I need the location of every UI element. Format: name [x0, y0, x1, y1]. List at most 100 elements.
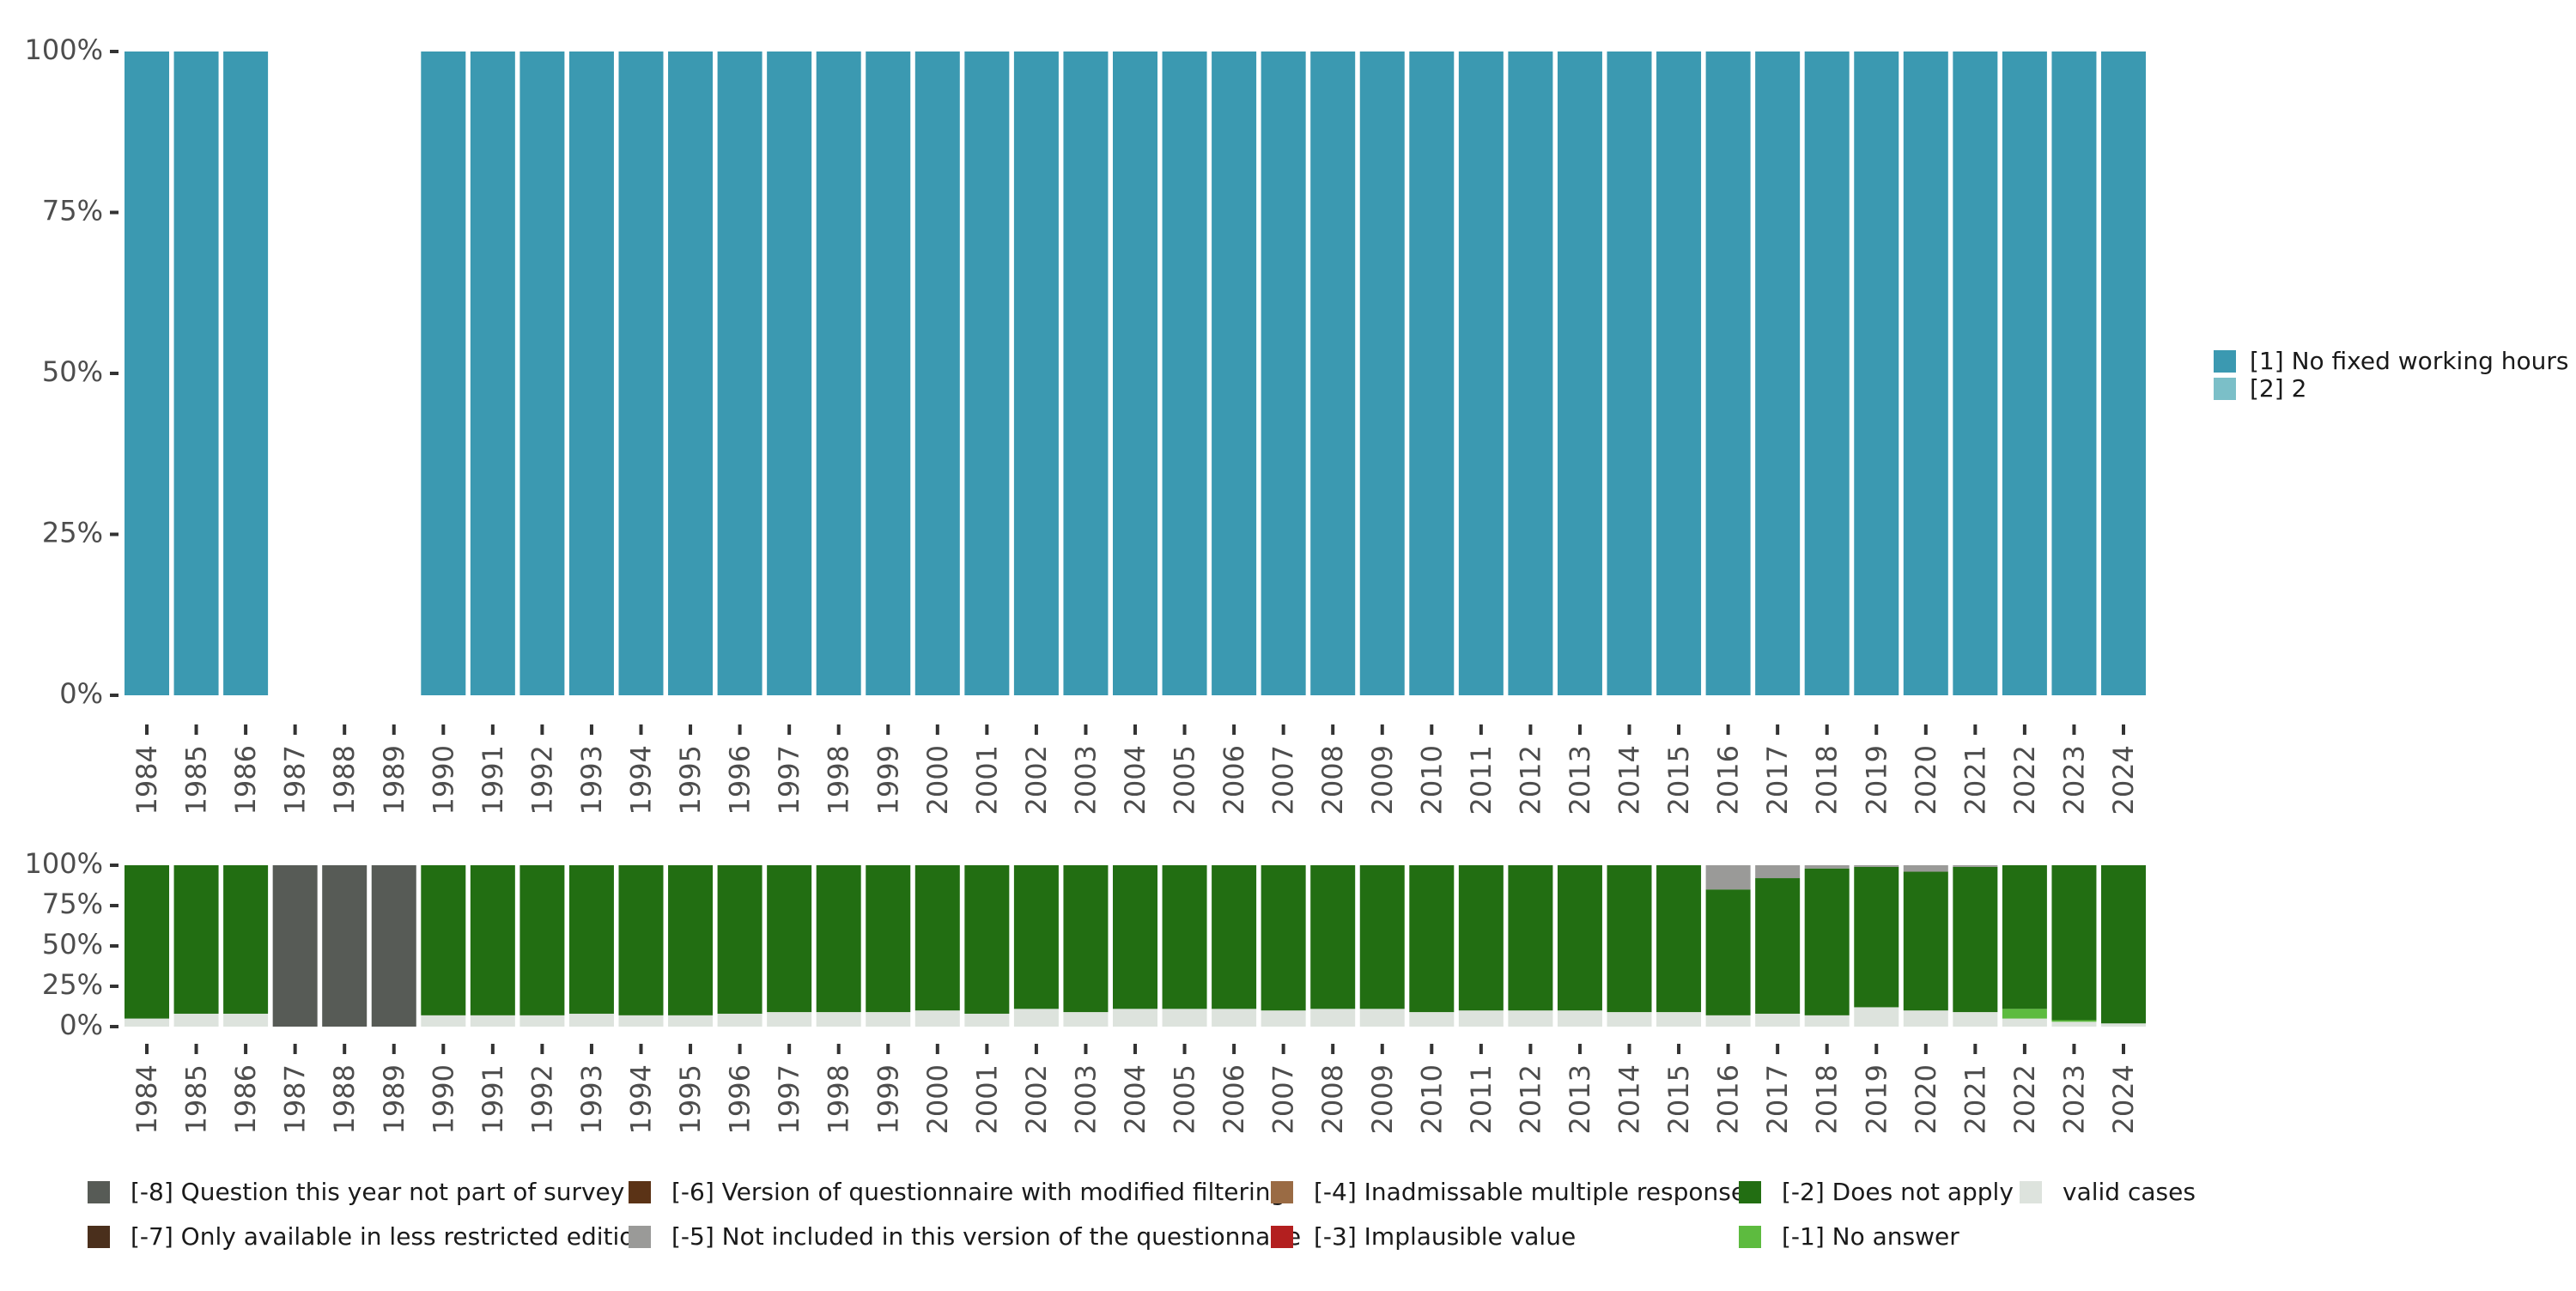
x-tick-label: 1986 [229, 1064, 262, 1134]
x-tick-label: 1990 [427, 1064, 459, 1134]
x-tick-label: 1997 [773, 1064, 805, 1134]
x-tick-label: 2013 [1564, 1064, 1596, 1134]
bar-segment [519, 1015, 565, 1027]
x-tick-label: 2013 [1564, 745, 1596, 815]
bar-segment [1359, 1009, 1405, 1027]
legend-swatch [88, 1226, 110, 1248]
bar-segment [568, 52, 614, 695]
x-tick-label: 2006 [1218, 1064, 1250, 1134]
bar-segment [2051, 1020, 2097, 1022]
x-tick-label: 1984 [131, 745, 163, 815]
x-tick-label: 2006 [1218, 745, 1250, 815]
legend-swatch [629, 1181, 651, 1203]
bar-segment [1557, 1010, 1602, 1027]
x-tick-label: 1995 [674, 1064, 707, 1134]
legend-label: [-7] Only available in less restricted e… [131, 1222, 649, 1251]
bar-segment [1162, 52, 1207, 695]
legend-label: [2] 2 [2250, 374, 2306, 403]
x-tick-label: 2020 [1910, 1064, 1942, 1134]
bar-segment [173, 865, 219, 1014]
bar-segment [1607, 1012, 1652, 1027]
x-tick-label: 1989 [378, 1064, 410, 1134]
legend-label: [-4] Inadmissable multiple response [1314, 1178, 1746, 1206]
x-tick-label: 2017 [1761, 745, 1794, 815]
bar-segment [717, 52, 762, 695]
bar-segment [1212, 52, 1257, 695]
bar-segment [1854, 865, 1899, 867]
bar-segment [1854, 52, 1899, 695]
bar-segment [1409, 1012, 1455, 1027]
bar-segment [421, 865, 466, 1015]
x-tick-label: 2007 [1267, 745, 1300, 815]
bar-segment [2002, 1009, 2047, 1019]
x-tick-label: 2002 [1020, 1064, 1053, 1134]
legend-swatch [2214, 378, 2236, 400]
bar-segment [1359, 52, 1405, 695]
x-tick-label: 2015 [1662, 745, 1695, 815]
x-tick-label: 2011 [1465, 1064, 1498, 1134]
y-tick-label: 50% [42, 928, 103, 961]
legend-swatch [1739, 1181, 1761, 1203]
bar-segment [1953, 866, 1998, 1013]
bar-segment [173, 52, 219, 695]
legend-swatch [629, 1226, 651, 1248]
bar-segment [322, 865, 368, 1027]
bar-segment [816, 865, 861, 1013]
bar-segment [1656, 1012, 1702, 1027]
x-tick-label: 2020 [1910, 745, 1942, 815]
bar-segment [1903, 52, 1948, 695]
x-tick-label: 2021 [1959, 1064, 1991, 1134]
bar-segment [1903, 1010, 1948, 1027]
bar-segment [1508, 865, 1553, 1011]
bar-segment [1656, 52, 1702, 695]
bar-segment [1458, 865, 1504, 1011]
bar-segment [866, 865, 911, 1013]
x-tick-label: 2008 [1316, 745, 1349, 815]
x-tick-label: 1999 [872, 745, 904, 815]
x-tick-label: 1986 [229, 745, 262, 815]
x-tick-label: 1985 [180, 1064, 213, 1134]
bar-segment [519, 52, 565, 695]
legend-swatch [1271, 1226, 1293, 1248]
bar-segment [964, 1013, 1010, 1027]
x-tick-label: 2015 [1662, 1064, 1695, 1134]
bar-segment [1903, 871, 1948, 1011]
y-tick-label: 100% [25, 33, 103, 66]
x-tick-label: 2018 [1811, 1064, 1844, 1134]
legend-swatch [88, 1181, 110, 1203]
bar-segment [1656, 865, 1702, 1013]
y-tick-label: 25% [42, 517, 103, 549]
x-tick-label: 1996 [724, 745, 756, 815]
x-tick-label: 2022 [2008, 1064, 2041, 1134]
x-tick-label: 2005 [1169, 1064, 1201, 1134]
bar-segment [914, 865, 960, 1011]
legend-label: [-2] Does not apply [1782, 1178, 2014, 1206]
bar-segment [1261, 865, 1306, 1011]
y-tick-label: 25% [42, 968, 103, 1001]
bar-segment [1607, 52, 1652, 695]
bar-segment [866, 1012, 911, 1027]
x-tick-label: 2007 [1267, 1064, 1300, 1134]
bar-segment [1310, 52, 1356, 695]
bar-segment [2101, 52, 2146, 695]
bar-segment [421, 52, 466, 695]
x-tick-label: 1998 [823, 745, 855, 815]
y-tick-label: 75% [42, 195, 103, 227]
x-tick-label: 1990 [427, 745, 459, 815]
y-tick-label: 100% [25, 847, 103, 880]
bar-segment [470, 865, 515, 1015]
bar-segment [1755, 1013, 1801, 1027]
x-tick-label: 2016 [1712, 745, 1745, 815]
bar-segment [717, 865, 762, 1014]
bar-segment [1705, 889, 1751, 1015]
bar-segment [1854, 1007, 1899, 1027]
bar-segment [816, 1012, 861, 1027]
bar-segment [767, 52, 812, 695]
x-tick-label: 1988 [328, 1064, 361, 1134]
bar-segment [1804, 865, 1850, 869]
x-tick-label: 2003 [1069, 1064, 1102, 1134]
bar-segment [568, 865, 614, 1014]
bar-segment [618, 52, 664, 695]
bar-segment [1953, 1012, 1998, 1027]
